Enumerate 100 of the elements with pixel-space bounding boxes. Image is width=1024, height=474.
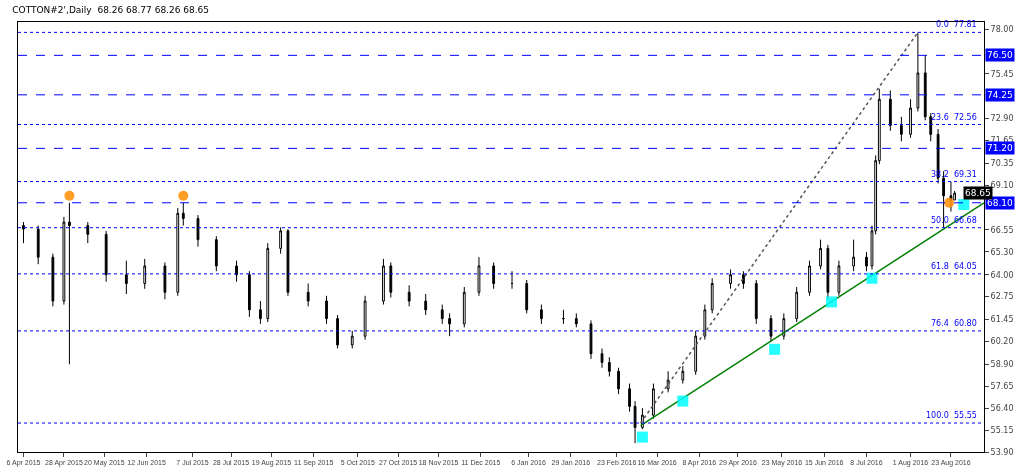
point <box>178 190 189 201</box>
candlestick <box>259 300 262 325</box>
y-tick-label: 58.90 <box>990 360 1014 370</box>
candlestick <box>306 283 310 307</box>
candlestick <box>899 116 903 142</box>
y-tick-label: 53.90 <box>990 447 1014 457</box>
candlestick <box>68 202 71 365</box>
candlestick <box>350 330 354 349</box>
candlestick <box>279 226 283 255</box>
ref-line-label: 61.8 64.05 <box>931 262 977 271</box>
candlestick <box>795 286 799 323</box>
candlestick <box>525 279 529 314</box>
y-tick-label: 75.45 <box>990 69 1014 79</box>
y-tick-label: 60.20 <box>990 337 1014 347</box>
y-tick-label: 56.40 <box>990 403 1014 413</box>
candlestick <box>540 304 543 325</box>
candlestick <box>694 330 698 376</box>
candlestick <box>865 251 868 272</box>
candlestick <box>607 356 611 378</box>
y-tick-label: 66.55 <box>990 225 1014 235</box>
candlestick <box>196 214 200 248</box>
candlestick <box>336 314 339 349</box>
ref-line-label: 74.25 <box>987 90 1013 100</box>
candlestick <box>742 270 745 290</box>
candlestick <box>325 295 328 325</box>
point <box>866 272 878 284</box>
candlestick <box>104 230 108 283</box>
candlestick <box>681 365 685 385</box>
point <box>677 395 689 407</box>
candlestick <box>424 293 428 316</box>
candlestick <box>754 279 758 325</box>
candlestick <box>916 32 920 113</box>
candlestick <box>729 268 732 290</box>
candlestick <box>407 284 411 307</box>
candlestick <box>62 216 66 306</box>
candlestick <box>633 400 637 444</box>
candlestick <box>22 221 25 244</box>
y-tick-label: 72.90 <box>990 114 1014 124</box>
candlestick <box>600 347 604 369</box>
candlestick <box>36 225 40 265</box>
y-tick-label: 55.15 <box>990 425 1014 435</box>
ref-line-label: 68.10 <box>987 198 1014 208</box>
candlestick <box>389 261 393 299</box>
candlestick <box>181 202 185 227</box>
chart-title: COTTON#2',Daily 68.26 68.77 68.26 68.65 <box>12 5 210 16</box>
candlestick <box>909 98 912 139</box>
candlestick <box>462 286 466 328</box>
candlestick <box>819 239 822 270</box>
candlestick <box>124 260 128 295</box>
candlestick <box>923 54 927 121</box>
candlestick <box>363 295 367 341</box>
annotation: 68.65 <box>965 188 991 198</box>
ref-line-label: 23.6 72.56 <box>931 113 977 122</box>
candlestick <box>86 221 90 244</box>
y-tick-label: 69.10 <box>990 181 1014 191</box>
ref-line-label: 76.50 <box>987 50 1014 60</box>
y-tick-label: 65.30 <box>990 247 1014 257</box>
point <box>64 190 75 201</box>
y-tick-label: 70.35 <box>990 159 1014 169</box>
candlestick <box>929 112 933 142</box>
y-tick-label: 64.00 <box>990 270 1014 280</box>
candlestick <box>440 304 444 325</box>
candlestick <box>248 270 251 318</box>
candlestick <box>163 261 167 300</box>
candlestick <box>214 235 218 272</box>
ref-line-label: 100.0 55.55 <box>926 411 977 420</box>
candlestick <box>628 383 631 413</box>
candlestick <box>666 370 670 393</box>
candlestick <box>448 312 451 337</box>
candlestick <box>382 258 385 306</box>
candlestick <box>562 309 565 325</box>
y-tick-label: 78.00 <box>990 24 1014 34</box>
candlestick <box>652 383 655 420</box>
candlestick <box>176 207 180 297</box>
candlestick <box>574 312 578 328</box>
candlestick <box>710 277 714 314</box>
candlestick <box>837 260 841 297</box>
y-tick-label: 57.65 <box>990 381 1014 391</box>
candlestick <box>703 304 707 341</box>
candlestick <box>286 228 290 297</box>
point <box>636 431 648 443</box>
point <box>944 197 955 208</box>
y-tick-label: 62.75 <box>990 292 1014 302</box>
ref-line-label: 0.0 77.81 <box>936 20 977 29</box>
y-tick-label: 61.45 <box>990 315 1014 325</box>
candlestick <box>769 314 773 342</box>
ref-line-label: 76.4 60.80 <box>931 319 977 328</box>
candlestick <box>477 256 481 297</box>
candlestick <box>617 367 620 395</box>
candlestick <box>888 89 892 132</box>
candlestick <box>266 242 270 323</box>
candlestick <box>143 258 147 290</box>
point <box>958 199 970 211</box>
candlestick <box>808 260 811 297</box>
point <box>826 296 838 308</box>
candlestick <box>782 312 786 341</box>
point <box>769 343 781 355</box>
candlestick <box>492 261 496 290</box>
candlestick <box>852 239 856 272</box>
candlestick <box>589 319 593 360</box>
